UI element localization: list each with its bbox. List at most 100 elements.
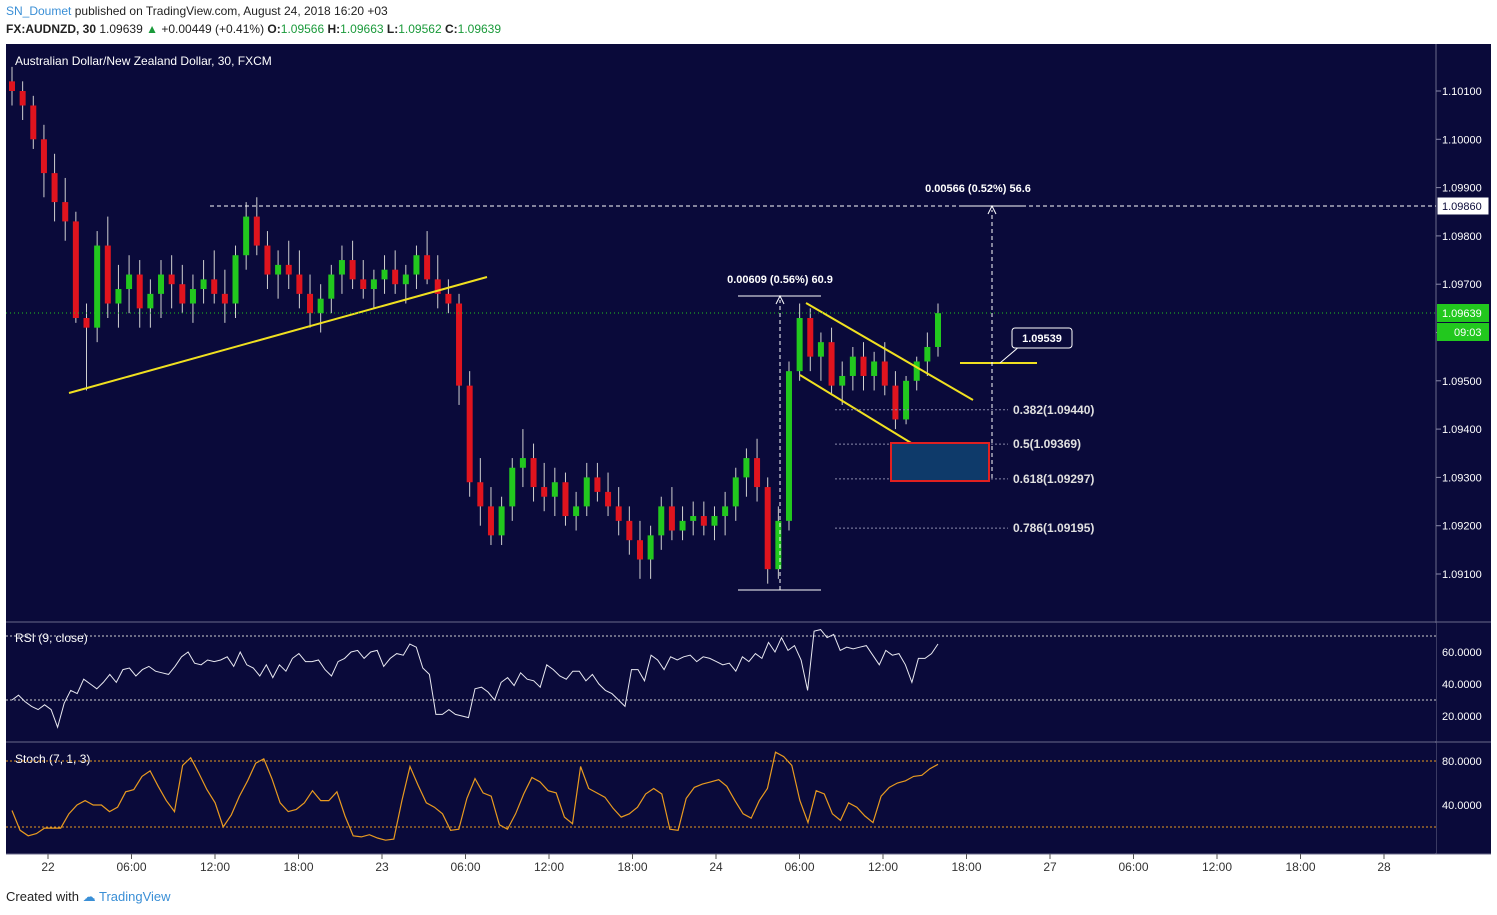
time-tick-label: 12:00 bbox=[200, 860, 230, 874]
candle-body bbox=[200, 279, 207, 290]
candle-body bbox=[413, 255, 420, 275]
time-axis: 22 06:00 12:00 18:00 23 06:00 12:00 18:00 24 06:0… bbox=[41, 854, 1391, 874]
candle-body bbox=[541, 487, 548, 497]
time-tick-label: 18:00 bbox=[951, 860, 981, 874]
candle-body bbox=[647, 535, 654, 560]
price-axis-background bbox=[1436, 44, 1491, 854]
candle-body bbox=[754, 458, 761, 488]
fib-level-label: 0.5(1.09369) bbox=[1013, 437, 1081, 451]
candle-body bbox=[456, 303, 463, 386]
candle-body bbox=[924, 346, 931, 362]
time-tick-label: 06:00 bbox=[1118, 860, 1148, 874]
last-price-tag bbox=[1437, 304, 1489, 322]
author-link[interactable]: SN_Doumet bbox=[6, 4, 72, 18]
fib-level-label: 0.786(1.09195) bbox=[1013, 521, 1094, 535]
high-value: 1.09663 bbox=[340, 22, 384, 36]
candle-body bbox=[243, 216, 250, 256]
time-tick-label: 06:00 bbox=[784, 860, 814, 874]
published-text: published on TradingView.com, August 24,… bbox=[74, 4, 388, 18]
candle-body bbox=[232, 255, 239, 304]
candle-body bbox=[317, 298, 324, 314]
candle-body bbox=[328, 274, 335, 299]
tradingview-link[interactable]: TradingView bbox=[99, 889, 171, 904]
target-arrow-icon bbox=[987, 204, 997, 215]
time-tick-label: 27 bbox=[1043, 860, 1057, 874]
rsi-background bbox=[6, 623, 1436, 741]
price-tick-label: 1.09200 bbox=[1442, 521, 1482, 533]
price-tick-label: 1.09700 bbox=[1442, 279, 1482, 291]
candle-body bbox=[700, 516, 707, 526]
candle-body bbox=[881, 361, 888, 386]
stoch-tick-label: 80.0000 bbox=[1442, 756, 1482, 768]
candle-body bbox=[551, 482, 558, 497]
open-value: 1.09566 bbox=[280, 22, 325, 36]
candle-body bbox=[487, 506, 494, 536]
candle-body bbox=[605, 491, 612, 507]
footer: Created with ☁ TradingView bbox=[6, 889, 171, 905]
fib-level-label: 0.618(1.09297) bbox=[1013, 472, 1094, 486]
candle-body bbox=[892, 385, 899, 420]
price-tick-label: 1.09500 bbox=[1442, 376, 1482, 388]
candle-body bbox=[285, 264, 292, 275]
time-tick-label: 18:00 bbox=[283, 860, 313, 874]
entry-zone-box bbox=[890, 442, 990, 482]
candle-body bbox=[360, 279, 367, 290]
candle-body bbox=[860, 356, 867, 376]
candle-body bbox=[732, 477, 739, 507]
candle-body bbox=[764, 487, 771, 570]
rsi-title: RSI (9, close) bbox=[15, 631, 88, 645]
low-value: 1.09562 bbox=[398, 22, 442, 36]
price-tick-label: 1.09100 bbox=[1442, 569, 1482, 581]
candle-body bbox=[796, 318, 803, 372]
candle-body bbox=[296, 274, 303, 294]
fib-level-label: 0.382(1.09440) bbox=[1013, 403, 1094, 417]
price-tick-label: 1.09900 bbox=[1442, 183, 1482, 195]
candle-body bbox=[158, 274, 165, 294]
candle-body bbox=[381, 269, 388, 280]
low-label: L: bbox=[386, 22, 399, 36]
candle-body bbox=[615, 506, 622, 521]
close-value: 1.09639 bbox=[457, 22, 502, 36]
rsi-tick-label: 20.0000 bbox=[1442, 711, 1482, 723]
up-arrow-icon: ▲ bbox=[146, 22, 158, 36]
candle-body bbox=[583, 477, 590, 507]
channel-upper-line bbox=[805, 302, 974, 401]
time-tick-label: 22 bbox=[41, 860, 55, 874]
candle-body bbox=[668, 506, 675, 531]
candle-body bbox=[477, 482, 484, 507]
candle-body bbox=[849, 356, 856, 376]
publisher-line: SN_Doumet published on TradingView.com, … bbox=[6, 4, 388, 18]
candle-body bbox=[434, 279, 441, 294]
candle-body bbox=[179, 284, 186, 304]
candle-body bbox=[817, 342, 824, 357]
high-label: H: bbox=[327, 22, 341, 36]
measure-arrow-icon bbox=[775, 294, 785, 305]
candle-body bbox=[658, 506, 665, 536]
candle-body bbox=[402, 274, 409, 285]
open-label: O: bbox=[267, 22, 281, 36]
candle-body bbox=[307, 293, 314, 314]
time-tick-label: 18:00 bbox=[617, 860, 647, 874]
candle-body bbox=[775, 520, 782, 570]
candle-body bbox=[690, 516, 697, 521]
stoch-background bbox=[6, 743, 1436, 853]
price-axis: 1.10100 1.10000 1.09900 1.09800 1.09700 1.096… bbox=[1436, 86, 1482, 581]
quote-line: FX:AUDNZD, 30 1.09639 ▲ +0.00449 (+0.41%… bbox=[6, 22, 501, 36]
last-price-label: 1.09639 bbox=[1442, 308, 1482, 320]
callout-pointer bbox=[999, 345, 1021, 364]
candle-body bbox=[466, 385, 473, 483]
change-value: +0.00449 (+0.41%) bbox=[161, 22, 265, 36]
candle-body bbox=[424, 255, 431, 280]
candle-body bbox=[83, 318, 90, 328]
symbol-label: FX:AUDNZD, 30 bbox=[6, 22, 97, 36]
candle-body bbox=[94, 245, 101, 328]
time-tick-label: 18:00 bbox=[1285, 860, 1315, 874]
time-tick-label: 28 bbox=[1377, 860, 1391, 874]
candle-body bbox=[30, 105, 37, 140]
candle-body bbox=[594, 477, 601, 492]
price-tick-label: 1.10000 bbox=[1442, 134, 1482, 146]
candle-body bbox=[871, 361, 878, 376]
stoch-pane: Stoch (7, 1, 3) 80.0000 40.0000 bbox=[6, 743, 1482, 853]
candle-body bbox=[392, 269, 399, 285]
